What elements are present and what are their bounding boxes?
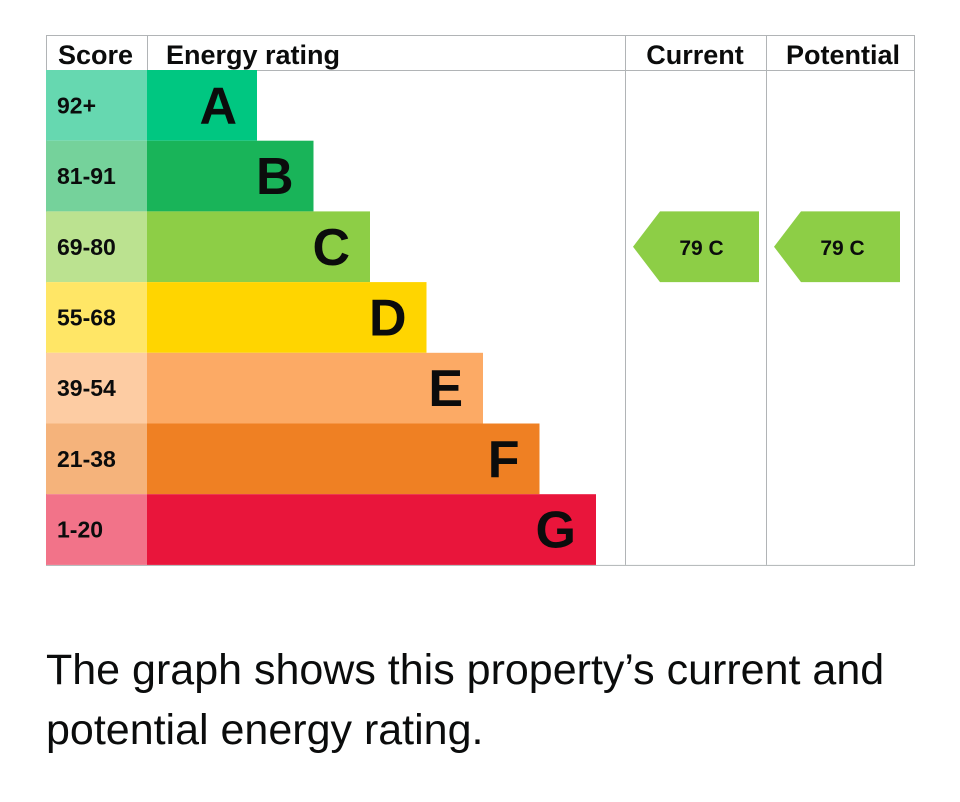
rating-bar-b bbox=[147, 140, 314, 212]
band-letter-d: D bbox=[369, 289, 407, 347]
header-row: Score Energy rating Current Potential bbox=[58, 40, 900, 70]
score-cell-a bbox=[46, 70, 147, 141]
band-letter-b: B bbox=[256, 148, 294, 206]
score-cell-g bbox=[46, 494, 147, 565]
score-cell-c bbox=[46, 211, 147, 283]
score-cell-b bbox=[46, 140, 147, 212]
rating-markers: 79 C 79 C bbox=[633, 211, 900, 283]
header-energy-rating: Energy rating bbox=[166, 40, 340, 70]
rating-bar-g bbox=[147, 494, 596, 565]
rating-bands: 92+ A 81-91 B 69-80 C 55-68 D 39-54 E 21-38 F 1-20 G bbox=[46, 70, 596, 565]
score-range-a: 92+ bbox=[57, 92, 96, 118]
band-letter-a: A bbox=[199, 77, 237, 135]
score-cell-f bbox=[46, 423, 147, 495]
score-range-c: 69-80 bbox=[57, 234, 116, 260]
potential-rating-label: 79 C bbox=[820, 237, 864, 260]
band-letter-g: G bbox=[536, 502, 576, 560]
potential-rating-arrow bbox=[774, 211, 900, 283]
rating-bar-c bbox=[147, 211, 370, 283]
band-letter-c: C bbox=[312, 219, 350, 277]
score-range-e: 39-54 bbox=[57, 375, 116, 401]
epc-rating-chart: Score Energy rating Current Potential 92… bbox=[46, 35, 915, 566]
header-potential: Potential bbox=[786, 40, 900, 70]
rating-bar-f bbox=[147, 423, 540, 495]
score-cell-d bbox=[46, 282, 147, 353]
score-range-d: 55-68 bbox=[57, 304, 116, 330]
header-current: Current bbox=[646, 40, 744, 70]
score-range-f: 21-38 bbox=[57, 446, 116, 472]
band-letter-e: E bbox=[428, 360, 463, 418]
rating-bar-d bbox=[147, 282, 427, 353]
current-rating-label: 79 C bbox=[679, 237, 723, 260]
score-cell-e bbox=[46, 352, 147, 424]
header-score: Score bbox=[58, 40, 133, 70]
chart-caption: The graph shows this property’s current … bbox=[46, 646, 885, 754]
score-range-b: 81-91 bbox=[57, 163, 116, 189]
current-rating-arrow bbox=[633, 211, 759, 283]
band-letter-f: F bbox=[488, 431, 520, 489]
score-range-g: 1-20 bbox=[57, 517, 103, 543]
rating-bar-e bbox=[147, 352, 483, 424]
rating-bar-a bbox=[147, 70, 257, 141]
